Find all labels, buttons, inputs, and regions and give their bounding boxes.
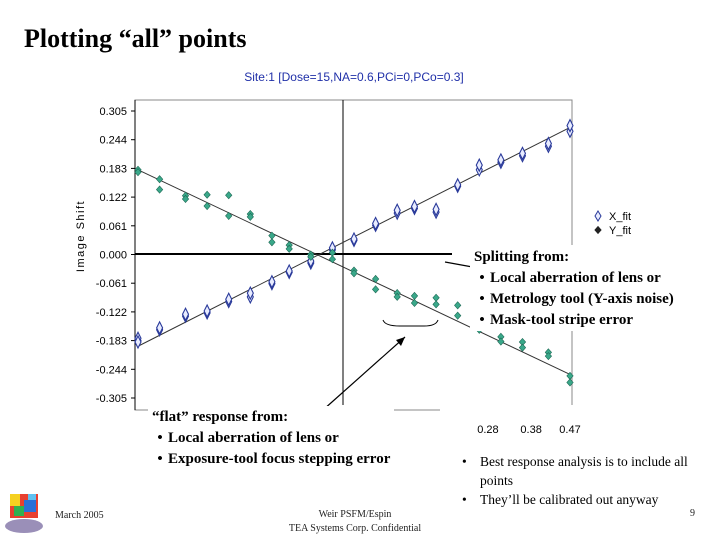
y-tick-label: 0.061 — [99, 221, 127, 233]
y-tick-label: -0.122 — [96, 307, 127, 319]
company-logo — [5, 494, 43, 533]
split-callout: Splitting from: Local aberration of lens… — [470, 245, 676, 331]
flat-item: Local aberration of lens or — [152, 428, 390, 449]
point-y-fit — [371, 285, 380, 294]
y-tick-label: 0.183 — [99, 163, 127, 175]
y-axis-label: Image Shift — [75, 200, 87, 272]
y-tick-label: -0.061 — [96, 278, 127, 290]
x-tick-label: 0.47 — [559, 424, 580, 436]
point-x-fit — [544, 136, 553, 151]
point-y-fit — [155, 175, 164, 184]
flat-callout-arrowhead — [396, 337, 405, 346]
footer-credits: Weir PSFM/Espin TEA Systems Corp. Confid… — [270, 508, 440, 536]
point-x-fit — [393, 203, 401, 218]
flat-item: Exposure-tool focus stepping error — [152, 449, 390, 470]
point-y-fit — [454, 311, 462, 320]
point-x-fit — [225, 291, 233, 307]
point-y-fit — [203, 201, 211, 211]
chart-title: Site:1 [Dose=15,NA=0.6,PCi=0,PCo=0.3] — [244, 70, 463, 84]
point-y-fit — [268, 238, 276, 247]
y-tick-label: 0.244 — [99, 135, 127, 147]
point-y-fit — [432, 300, 440, 309]
y-tick-label: 0.000 — [99, 250, 127, 262]
split-item: Metrology tool (Y-axis noise) — [474, 289, 674, 310]
y-tick-label: -0.244 — [96, 364, 127, 376]
point-x-fit — [497, 152, 505, 168]
split-item: Mask-tool stripe error — [474, 310, 674, 331]
point-y-fit — [246, 212, 254, 221]
point-y-fit — [544, 352, 553, 361]
legend-marker — [594, 210, 602, 222]
point-y-fit — [497, 337, 505, 346]
y-tick-label: -0.305 — [96, 393, 127, 405]
split-item: Local aberration of lens or — [474, 268, 674, 289]
legend-marker — [594, 225, 602, 235]
flat-response-bracket — [382, 319, 439, 327]
y-tick-label: 0.305 — [99, 106, 127, 118]
x-tick-label: 0.38 — [520, 424, 541, 436]
point-x-fit — [155, 320, 164, 336]
point-y-fit — [203, 190, 211, 199]
point-y-fit — [518, 343, 527, 352]
point-y-fit — [225, 191, 233, 200]
point-x-fit — [285, 263, 293, 279]
point-y-fit — [285, 244, 293, 253]
footer-author: Weir PSFM/Espin — [318, 509, 392, 520]
point-x-fit — [432, 202, 440, 217]
point-x-fit — [475, 157, 483, 173]
footer-company: TEA Systems Corp. Confidential — [288, 523, 422, 534]
point-x-fit — [203, 303, 211, 319]
split-callout-header: Splitting from: — [474, 249, 570, 265]
point-x-fit — [566, 118, 574, 133]
analysis-item: Best response analysis is to include all… — [460, 452, 720, 490]
point-x-fit — [518, 146, 527, 161]
point-y-fit — [566, 378, 574, 387]
point-x-fit — [454, 177, 462, 193]
analysis-item: They’ll be calibrated out anyway — [460, 490, 720, 509]
point-x-fit — [134, 334, 142, 350]
point-y-fit — [134, 168, 142, 177]
legend-label: Y_fit — [609, 225, 631, 237]
point-y-fit — [371, 274, 380, 284]
point-y-fit — [454, 301, 462, 310]
axis-cover — [440, 405, 575, 440]
flat-callout: “flat” response from: Local aberration o… — [148, 406, 395, 472]
footer-date: March 2005 — [55, 510, 104, 521]
point-y-fit — [328, 255, 337, 264]
point-x-fit — [371, 216, 380, 231]
point-x-fit — [410, 199, 419, 214]
point-y-fit — [410, 298, 419, 308]
page-number: 9 — [690, 508, 695, 519]
point-y-fit — [181, 194, 190, 204]
legend-label: X_fit — [609, 211, 631, 223]
point-x-fit — [350, 231, 358, 247]
point-y-fit — [350, 269, 358, 278]
point-x-fit — [268, 274, 276, 290]
point-x-fit — [246, 285, 254, 301]
x-tick-label: 0.28 — [477, 424, 498, 436]
analysis-list: Best response analysis is to include all… — [460, 452, 720, 509]
point-y-fit — [393, 292, 401, 301]
slide-title: Plotting “all” points — [24, 24, 247, 53]
y-tick-label: -0.183 — [96, 336, 127, 348]
point-x-fit — [181, 307, 190, 322]
y-tick-label: 0.122 — [99, 192, 127, 204]
point-y-fit — [155, 185, 164, 194]
point-y-fit — [307, 252, 315, 261]
point-y-fit — [225, 211, 233, 220]
flat-callout-header: “flat” response from: — [152, 409, 289, 425]
flat-callout-arrow — [322, 336, 406, 411]
